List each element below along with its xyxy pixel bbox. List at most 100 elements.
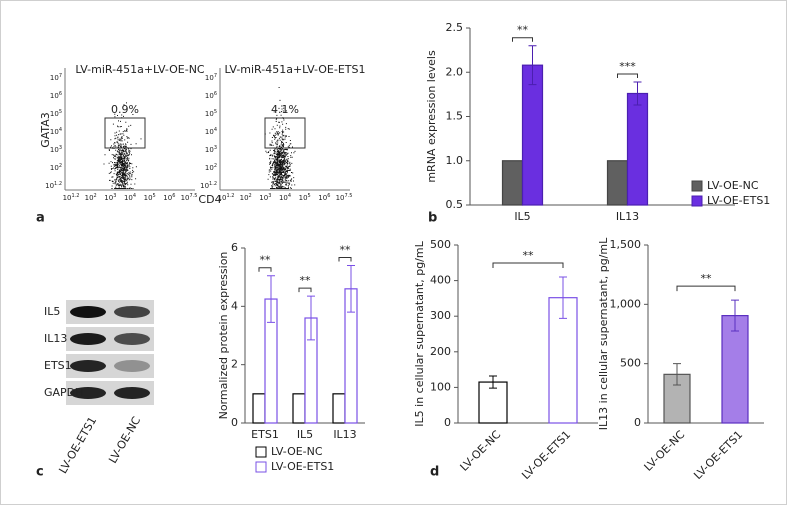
tick-base: 10 bbox=[45, 182, 54, 190]
legend-swatch bbox=[255, 446, 267, 458]
gate-percent: 0.9% bbox=[111, 103, 139, 116]
tick-base: 10 bbox=[205, 110, 214, 118]
tick-label: 104 bbox=[205, 127, 217, 137]
x-tick-label: ETS1 bbox=[251, 428, 279, 441]
plot-title: LV-miR-451a+LV-OE-ETS1 bbox=[225, 63, 366, 76]
legend-swatch bbox=[691, 195, 703, 207]
tick-base: 10 bbox=[50, 164, 59, 172]
tick-label: 107 bbox=[50, 73, 62, 83]
tick-exponent: 6 bbox=[327, 193, 330, 199]
gate-percent: 4.1% bbox=[271, 103, 299, 116]
tick-exponent: 1.2 bbox=[226, 193, 234, 199]
tick-exponent: 5 bbox=[153, 193, 156, 199]
tick-base: 10 bbox=[299, 194, 308, 202]
tick-base: 10 bbox=[163, 194, 172, 202]
x-tick-label: IL13 bbox=[616, 210, 639, 223]
significance-bracket bbox=[617, 73, 638, 78]
tick-base: 10 bbox=[50, 110, 59, 118]
tick-exponent: 7 bbox=[59, 73, 62, 79]
error-bar bbox=[559, 276, 567, 319]
bar bbox=[521, 64, 544, 206]
tick-label: 106 bbox=[163, 193, 175, 203]
y-tick-label: 500 bbox=[620, 357, 641, 370]
tick-label: 101.2 bbox=[200, 181, 217, 191]
significance-bracket bbox=[512, 37, 533, 42]
significance-bracket bbox=[258, 267, 272, 272]
tick-label: 104 bbox=[124, 193, 136, 203]
blot-row-label: IL13 bbox=[44, 332, 67, 345]
significance-bracket bbox=[298, 287, 312, 293]
y-tick-label: 2 bbox=[231, 358, 238, 371]
legend-swatch bbox=[691, 180, 703, 192]
legend-swatch bbox=[255, 461, 267, 473]
y-tick-label: 2.0 bbox=[446, 65, 464, 78]
tick-exponent: 2 bbox=[59, 163, 62, 169]
significance-label: ** bbox=[340, 244, 352, 257]
tick-label: 101.2 bbox=[63, 193, 80, 203]
axis-label: CD4 bbox=[198, 193, 221, 206]
tick-exponent: 2 bbox=[249, 193, 252, 199]
tick-exponent: 4 bbox=[288, 193, 291, 199]
tick-exponent: 1.2 bbox=[54, 181, 62, 187]
bar bbox=[252, 393, 266, 424]
tick-exponent: 4 bbox=[59, 127, 62, 133]
tick-label: 104 bbox=[50, 127, 62, 137]
significance-bracket bbox=[492, 262, 564, 269]
significance-label: ** bbox=[300, 274, 312, 287]
tick-label: 105 bbox=[50, 109, 62, 119]
bar bbox=[501, 160, 524, 206]
panel-letter: b bbox=[428, 211, 437, 226]
tick-label: 102 bbox=[205, 163, 217, 173]
y-tick-label: 400 bbox=[430, 274, 451, 287]
error-bar bbox=[633, 81, 642, 106]
tick-base: 10 bbox=[205, 74, 214, 82]
tick-label: 103 bbox=[50, 145, 62, 155]
y-axis-label: IL5 in cellular supernatant, pg/mL bbox=[413, 240, 426, 426]
y-axis-label: Normalized protein expression bbox=[217, 252, 230, 420]
significance-bracket bbox=[676, 285, 736, 292]
tick-label: 106 bbox=[50, 91, 62, 101]
y-tick-label: 4 bbox=[231, 299, 238, 312]
tick-exponent: 3 bbox=[113, 193, 116, 199]
tick-exponent: 3 bbox=[214, 145, 217, 151]
tick-label: 105 bbox=[299, 193, 311, 203]
tick-label: 106 bbox=[318, 193, 330, 203]
tick-label: 107.5 bbox=[181, 193, 198, 203]
significance-label: ** bbox=[517, 24, 529, 37]
significance-label: *** bbox=[619, 60, 636, 73]
error-bar bbox=[673, 363, 681, 386]
bar bbox=[332, 393, 346, 424]
tick-base: 10 bbox=[259, 194, 268, 202]
x-tick-label: IL13 bbox=[333, 428, 356, 441]
y-tick-label: 500 bbox=[430, 238, 451, 251]
tick-label: 105 bbox=[144, 193, 156, 203]
y-tick-label: 1,500 bbox=[610, 238, 642, 251]
legend-label: LV-OE-NC bbox=[707, 179, 759, 192]
tick-exponent: 5 bbox=[214, 109, 217, 115]
y-tick-label: 0.5 bbox=[446, 198, 464, 211]
bar bbox=[606, 160, 629, 206]
y-tick-label: 1,000 bbox=[610, 297, 642, 310]
y-tick-label: 300 bbox=[430, 309, 451, 322]
y-tick-label: 1.5 bbox=[446, 110, 464, 123]
x-tick-label: IL5 bbox=[514, 210, 530, 223]
blot-band bbox=[70, 306, 106, 318]
tick-label: 106 bbox=[205, 91, 217, 101]
tick-exponent: 2 bbox=[214, 163, 217, 169]
tick-base: 10 bbox=[85, 194, 94, 202]
tick-exponent: 5 bbox=[308, 193, 311, 199]
blot-band bbox=[114, 387, 150, 399]
bar bbox=[292, 393, 306, 424]
tick-exponent: 3 bbox=[59, 145, 62, 151]
tick-label: 107.5 bbox=[336, 193, 353, 203]
blot-row-label: GAPDH bbox=[44, 386, 83, 399]
tick-base: 10 bbox=[144, 194, 153, 202]
legend-label: LV-OE-NC bbox=[271, 445, 323, 458]
event-dots bbox=[264, 87, 296, 189]
tick-exponent: 1.2 bbox=[209, 181, 217, 187]
panel-letter: c bbox=[36, 465, 44, 480]
y-tick-label: 0 bbox=[444, 416, 451, 429]
tick-base: 10 bbox=[124, 194, 133, 202]
bar bbox=[478, 381, 508, 424]
y-tick-label: 0 bbox=[634, 416, 641, 429]
